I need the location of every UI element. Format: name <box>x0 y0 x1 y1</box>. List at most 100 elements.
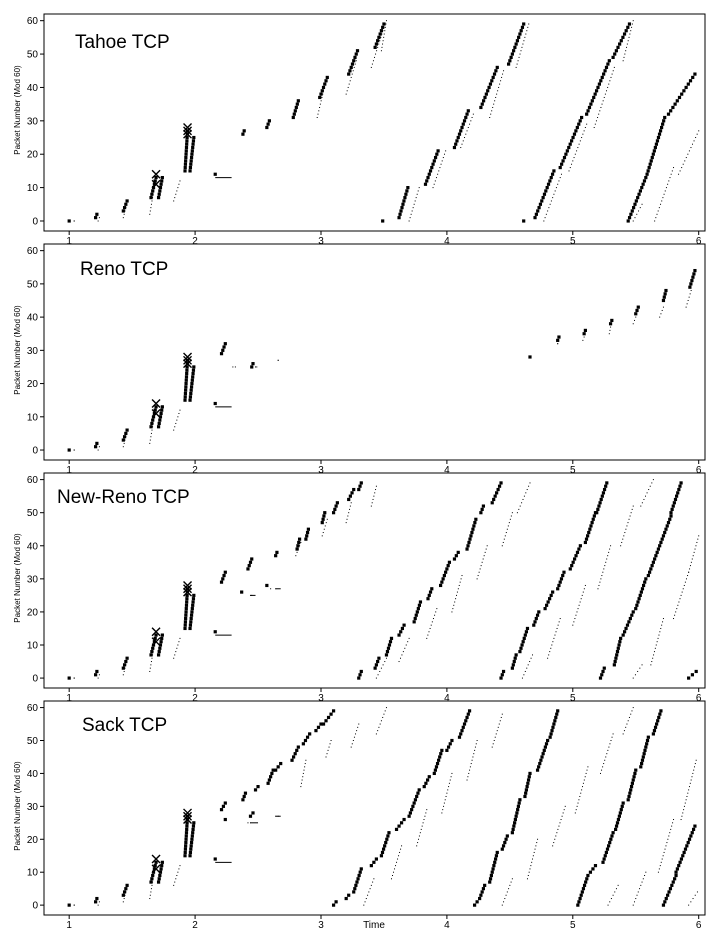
ack-dot <box>467 776 469 778</box>
ack-dot <box>419 832 421 834</box>
ack-dot <box>556 832 558 834</box>
sent-packet <box>673 877 677 881</box>
ack-dot <box>545 213 547 215</box>
ack-dot <box>490 113 492 115</box>
ack-dot <box>523 674 525 676</box>
sent-packet <box>188 623 193 627</box>
ack-dot <box>496 730 498 732</box>
sent-packet <box>413 798 418 802</box>
ack-dot <box>524 670 526 672</box>
ack-dot <box>499 720 501 722</box>
sent-packet <box>656 719 660 723</box>
ack-dot <box>610 76 612 78</box>
ack-dot <box>639 667 641 669</box>
ack-dot <box>501 76 503 78</box>
sent-packet <box>417 788 421 792</box>
ack-dot <box>150 436 152 438</box>
ack-dot <box>557 828 559 830</box>
ack-dot <box>432 618 434 620</box>
sent-packet <box>432 771 436 776</box>
ack-dot <box>499 83 501 85</box>
ack-dot <box>152 197 154 199</box>
ack-dot <box>678 173 680 175</box>
sent-packet <box>450 738 454 743</box>
ack-dot <box>494 736 496 738</box>
ack-dot <box>610 740 612 742</box>
ack-dot <box>661 624 663 626</box>
ack-dot <box>696 541 698 543</box>
sent-packet <box>630 209 634 213</box>
drop-mark <box>183 352 193 362</box>
ack-dot <box>434 180 436 182</box>
ack-dot <box>660 203 662 205</box>
sent-packet <box>189 155 194 160</box>
ack-dot <box>521 502 523 504</box>
sent-packet <box>490 870 494 874</box>
sent-packet <box>524 788 528 792</box>
sent-packet <box>191 372 195 376</box>
sent-packet <box>184 149 188 153</box>
sent-packet <box>397 216 401 220</box>
y-tick-label: 50 <box>27 508 39 519</box>
sent-packet <box>424 781 428 785</box>
ack-dot <box>455 598 457 600</box>
ack-dot <box>497 726 499 728</box>
ack-dot <box>613 66 615 68</box>
sent-packet <box>377 656 381 660</box>
sent-packet <box>466 712 470 716</box>
sent-packet <box>160 175 164 180</box>
sent-packet <box>185 821 189 825</box>
sent-packet <box>158 418 162 422</box>
ack-dot <box>300 786 302 788</box>
panel-reno: Reno TCP Packet Number (Mod 60) 1 2 3 4 5 601… <box>13 243 706 476</box>
ack-dot <box>478 571 480 573</box>
sent-packet <box>297 537 302 541</box>
sent-packet <box>359 669 363 674</box>
sent-packet <box>533 620 537 624</box>
plot-frame <box>43 472 706 689</box>
sent-packet <box>157 650 161 654</box>
sent-packet <box>185 597 189 601</box>
ack-dot <box>370 66 372 68</box>
sent-packet <box>219 808 224 812</box>
ack-dot <box>549 203 551 205</box>
ack-dot <box>657 871 659 873</box>
ack-dot <box>531 861 533 863</box>
ack-dot <box>436 608 438 610</box>
ack-dot <box>149 439 151 441</box>
sent-packet <box>191 139 196 143</box>
ack-dot <box>358 723 360 725</box>
sent-packet <box>620 804 624 808</box>
ack-dot <box>324 525 326 527</box>
sent-packet <box>242 129 246 133</box>
drop-mark <box>183 123 193 133</box>
sent-packet <box>512 824 516 828</box>
sent-packet <box>626 219 630 223</box>
sent-packet <box>509 55 513 59</box>
sent-packet <box>95 441 99 445</box>
sent-packet <box>189 391 193 396</box>
sent-packet <box>94 900 98 904</box>
ack-dot <box>375 733 377 735</box>
sent-packet <box>160 633 164 637</box>
ack-dot <box>353 66 355 68</box>
sent-packet <box>582 332 586 336</box>
drop-mark <box>183 808 193 818</box>
sent-packet <box>125 883 129 887</box>
ack-dot <box>527 664 529 666</box>
sent-packet <box>150 650 154 654</box>
sent-packet <box>156 425 161 429</box>
sent-packet <box>537 765 541 769</box>
y-tick-label: 10 <box>27 412 39 423</box>
sent-packet <box>471 527 475 531</box>
ack-dot <box>611 73 613 75</box>
ack-dot <box>122 901 124 903</box>
ack-dot <box>377 674 379 676</box>
ack-dot <box>526 878 528 880</box>
y-axis-title: Packet Number (Mod 60) <box>13 305 22 395</box>
sent-packet <box>494 69 498 73</box>
x-tick-label: 4 <box>444 465 450 476</box>
ack-dot <box>685 578 687 580</box>
ack-dot <box>553 637 555 639</box>
ack-dot <box>151 657 153 659</box>
